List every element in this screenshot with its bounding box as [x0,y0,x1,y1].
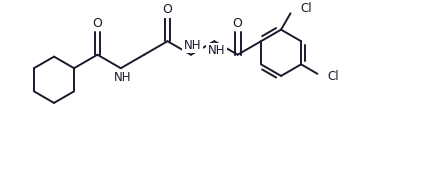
Text: O: O [233,17,242,30]
Text: O: O [163,3,172,16]
Text: O: O [93,17,103,30]
Text: NH: NH [184,39,202,52]
Text: Cl: Cl [327,70,339,83]
Text: NH: NH [114,71,131,84]
Text: Cl: Cl [300,2,312,15]
Text: NH: NH [208,44,225,57]
